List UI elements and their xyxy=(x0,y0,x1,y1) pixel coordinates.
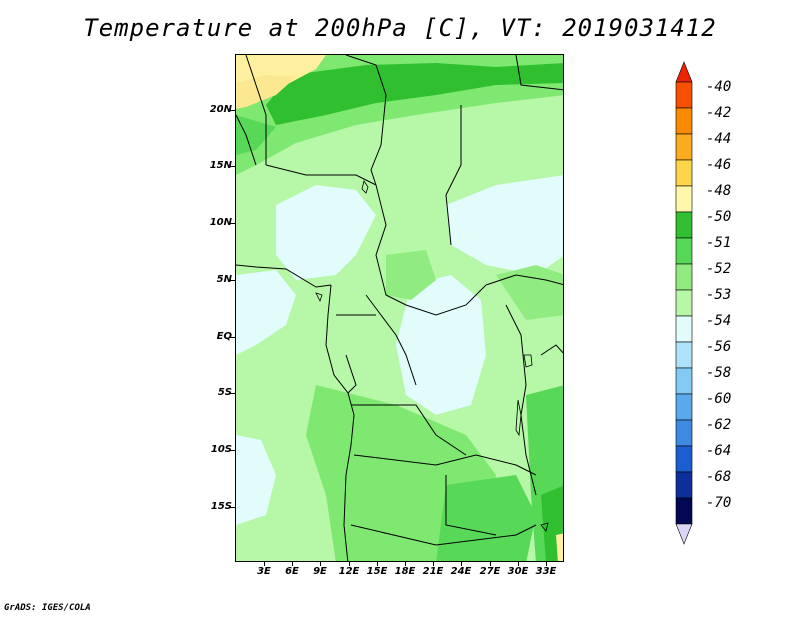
colorbar-swatch xyxy=(675,159,693,187)
colorbar-swatch xyxy=(675,133,693,161)
field-minus-53-east xyxy=(496,265,563,320)
colorbar-label: -50 xyxy=(706,209,732,225)
lat-label-15n: 15N xyxy=(209,160,232,171)
lon-label-15e: 15E xyxy=(366,566,388,577)
colorbar-swatch xyxy=(675,107,693,135)
lon-tick xyxy=(433,562,434,566)
lat-tick xyxy=(230,223,235,224)
lon-tick xyxy=(377,562,378,566)
lon-label-33e: 33E xyxy=(535,566,557,577)
colorbar-swatch xyxy=(675,81,693,109)
lat-tick xyxy=(230,110,235,111)
colorbar-swatch xyxy=(675,263,693,291)
lat-label-20n: 20N xyxy=(209,104,232,115)
colorbar-label: -70 xyxy=(706,495,732,511)
colorbar-label: -58 xyxy=(706,365,732,381)
lon-tick xyxy=(546,562,547,566)
lon-tick xyxy=(490,562,491,566)
lon-label-12e: 12E xyxy=(338,566,360,577)
lat-label-5s: 5S xyxy=(217,387,232,398)
colorbar-label: -54 xyxy=(706,313,732,329)
lon-tick xyxy=(518,562,519,566)
colorbar xyxy=(675,61,693,545)
field-minus-53-south-east xyxy=(436,475,536,561)
colorbar-label: -60 xyxy=(706,391,732,407)
colorbar-swatch xyxy=(675,419,693,447)
colorbar-bottom-arrow xyxy=(675,523,693,545)
lon-tick xyxy=(405,562,406,566)
lon-label-18e: 18E xyxy=(394,566,416,577)
lat-tick xyxy=(230,280,235,281)
colorbar-label: -68 xyxy=(706,469,732,485)
lon-label-9e: 9E xyxy=(313,566,327,577)
lat-tick xyxy=(230,393,235,394)
colorbar-swatch xyxy=(675,471,693,499)
colorbar-label: -51 xyxy=(706,235,732,251)
lon-label-3e: 3E xyxy=(257,566,271,577)
lat-label-15s: 15S xyxy=(210,501,232,512)
lon-tick xyxy=(461,562,462,566)
colorbar-label: -48 xyxy=(706,183,732,199)
lon-label-6e: 6E xyxy=(285,566,299,577)
country-borders xyxy=(236,55,563,561)
field-minus-56-west-africa xyxy=(276,185,376,280)
lat-tick xyxy=(230,507,235,508)
colorbar-label: -46 xyxy=(706,157,732,173)
colorbar-swatch xyxy=(675,211,693,239)
field-minus-56-congo xyxy=(396,275,486,415)
colorbar-label: -64 xyxy=(706,443,732,459)
colorbar-swatch xyxy=(675,315,693,343)
lat-label-5n: 5N xyxy=(216,274,232,285)
colorbar-swatch xyxy=(675,185,693,213)
grads-credit: GrADS: IGES/COLA xyxy=(4,603,91,613)
lon-label-30e: 30E xyxy=(507,566,529,577)
field-minus-53-central xyxy=(386,250,436,300)
colorbar-swatch xyxy=(675,393,693,421)
lon-tick xyxy=(320,562,321,566)
lon-label-24e: 24E xyxy=(450,566,472,577)
temperature-field-map xyxy=(236,55,563,561)
lat-tick xyxy=(230,166,235,167)
lat-tick xyxy=(230,450,235,451)
field-minus-50-southeast xyxy=(556,533,563,561)
colorbar-label: -42 xyxy=(706,105,732,121)
colorbar-swatch xyxy=(675,367,693,395)
field-minus-52-north xyxy=(266,63,563,125)
lat-label-eq: EQ xyxy=(216,331,232,342)
colorbar-label: -53 xyxy=(706,287,732,303)
colorbar-swatch xyxy=(675,289,693,317)
map-panel xyxy=(235,54,564,562)
field-minus-56-southwest xyxy=(236,435,276,525)
plot-title: Temperature at 200hPa [C], VT: 201903141… xyxy=(83,14,717,42)
colorbar-top-arrow xyxy=(675,61,693,83)
lon-tick xyxy=(349,562,350,566)
lon-tick xyxy=(292,562,293,566)
lake-outlines xyxy=(315,180,549,532)
lon-label-27e: 27E xyxy=(479,566,501,577)
colorbar-label: -52 xyxy=(706,261,732,277)
colorbar-swatch xyxy=(675,497,693,525)
colorbar-swatch xyxy=(675,341,693,369)
colorbar-swatch xyxy=(675,237,693,265)
lat-label-10s: 10S xyxy=(210,444,232,455)
field-minus-51-northwest xyxy=(236,75,296,109)
lon-tick xyxy=(264,562,265,566)
colorbar-label: -56 xyxy=(706,339,732,355)
lat-label-10n: 10N xyxy=(209,217,232,228)
lat-tick xyxy=(230,337,235,338)
colorbar-label: -40 xyxy=(706,79,732,95)
colorbar-label: -62 xyxy=(706,417,732,433)
colorbar-swatch xyxy=(675,445,693,473)
lon-label-21e: 21E xyxy=(422,566,444,577)
colorbar-label: -44 xyxy=(706,131,732,147)
field-minus-56-sudan xyxy=(446,175,563,275)
field-minus-56-gulf xyxy=(236,270,296,355)
